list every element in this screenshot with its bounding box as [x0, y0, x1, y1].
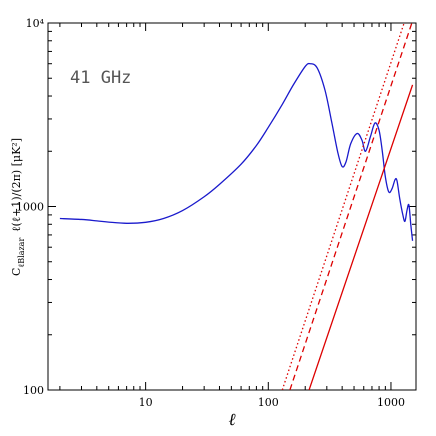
- y-tick-label: 100: [23, 384, 44, 397]
- series-line-1: [281, 23, 405, 390]
- y-axis-label: CℓBlazar ℓ(ℓ+1)/(2π) [μK²]: [10, 138, 26, 276]
- y-tick-label: 1000: [16, 201, 44, 214]
- x-tick-label: 10: [139, 396, 153, 409]
- x-axis-label: ℓ: [228, 410, 235, 430]
- y-axis-label-sub: ℓBlazar: [17, 238, 26, 268]
- x-tick-label: 1000: [377, 396, 405, 409]
- series-line-3: [308, 84, 414, 390]
- axis-ticks: 10 100 1000 100 1000 10⁴: [16, 17, 416, 409]
- series-line-2: [289, 23, 413, 390]
- y-tick-label: 10⁴: [26, 17, 45, 30]
- y-axis-label-main: C: [10, 268, 23, 276]
- y-axis-label-rest: ℓ(ℓ+1)/(2π) [μK²]: [10, 138, 23, 232]
- series-line-0: [59, 62, 414, 241]
- annotation-label: 41 GHz: [70, 68, 131, 88]
- series-group: [59, 23, 414, 390]
- x-tick-label: 100: [258, 396, 279, 409]
